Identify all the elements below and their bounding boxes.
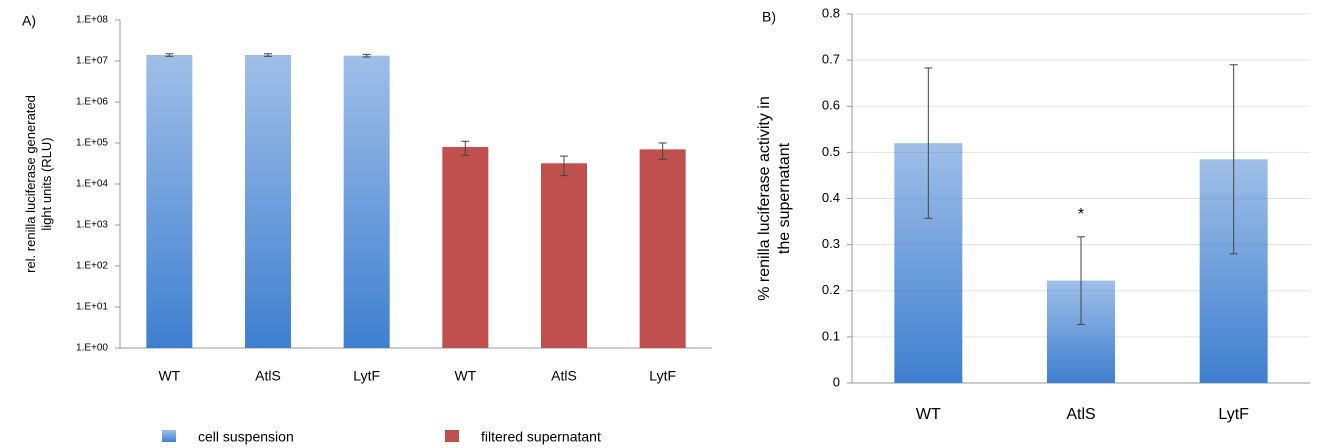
y-axis-label-line: the supernatant: [776, 142, 793, 254]
y-tick-label: 0.3: [822, 236, 840, 251]
legend-label: cell suspension: [198, 429, 294, 445]
x-tick-label: AtlS: [1066, 406, 1095, 423]
panel-label: B): [762, 9, 776, 25]
bar: [146, 55, 193, 348]
legend-label: filtered supernatant: [481, 429, 601, 445]
bar: [442, 146, 489, 348]
y-tick-label: 1.E+04: [76, 179, 108, 190]
bar: [343, 55, 390, 349]
error-bar: [461, 140, 470, 156]
y-tick-label: 1.E+07: [76, 56, 108, 67]
y-tick-label: 1.E+05: [76, 138, 108, 149]
y-axis-label-line: % renilla luciferase activity in: [756, 96, 773, 301]
error-bar: [924, 67, 933, 219]
y-axis-label: % renilla luciferase activity in the supe…: [756, 96, 793, 301]
bar: [639, 149, 686, 348]
y-tick-label: 0.2: [822, 282, 840, 297]
annotation: *: [1078, 206, 1084, 223]
y-tick-label: 0.1: [822, 328, 840, 343]
error-bar: [658, 142, 667, 160]
y-axis-label: rel. renilla luciferase generatedlight u…: [23, 95, 54, 273]
y-tick-label: 1.E+01: [76, 302, 108, 313]
error-bar: [1229, 64, 1238, 255]
x-tick-label: WT: [158, 368, 180, 384]
error-bar: [362, 53, 371, 58]
y-tick-label: 0.6: [822, 98, 840, 113]
bar: [245, 55, 291, 348]
y-tick-label: 0.8: [822, 5, 840, 20]
error-bar: [1077, 236, 1085, 325]
x-tick-label: LytF: [353, 368, 380, 384]
error-bar: [165, 53, 174, 57]
x-tick-label: AtlS: [551, 368, 577, 384]
y-tick-label: 1.E+08: [76, 15, 108, 26]
x-tick-label: LytF: [1218, 406, 1249, 423]
x-tick-label: WT: [454, 368, 476, 384]
bar: [541, 163, 587, 348]
y-tick-label: 1.E+06: [76, 97, 108, 108]
error-bar: [560, 155, 568, 177]
y-tick-label: 1.E+02: [76, 261, 108, 272]
y-tick-label: 0.5: [822, 144, 840, 159]
y-axis-label-line: light units (RLU): [39, 137, 54, 230]
y-tick-label: 1.E+03: [76, 220, 108, 231]
x-tick-label: LytF: [649, 368, 676, 384]
y-tick-label: 0.7: [822, 52, 840, 67]
y-tick-label: 1.E+00: [76, 343, 108, 354]
legend-swatch: [162, 430, 176, 442]
error-bar: [264, 53, 272, 57]
x-tick-label: AtlS: [255, 368, 281, 384]
y-axis-label-line: rel. renilla luciferase generated: [23, 95, 38, 273]
x-tick-label: WT: [916, 406, 941, 423]
panel-label: A): [22, 13, 36, 29]
legend-swatch: [445, 430, 459, 442]
y-tick-label: 0.4: [822, 190, 840, 205]
y-tick-label: 0: [833, 374, 840, 389]
